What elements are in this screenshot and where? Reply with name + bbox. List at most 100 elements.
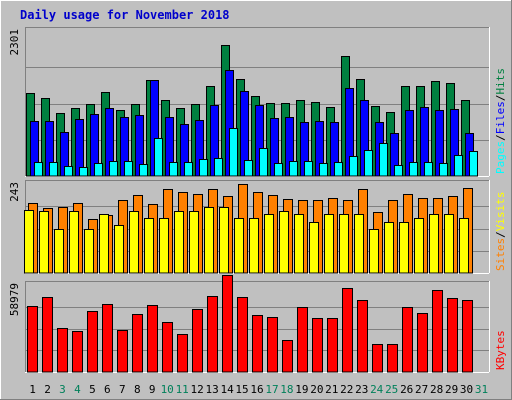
bar-visits-sites-day-4 [69, 211, 79, 274]
x-tick-label: 15 [235, 383, 248, 396]
bar-visits-sites-day-30 [459, 218, 469, 274]
bar-kbytes-kbytes-day-30 [462, 300, 473, 373]
x-tick-label: 26 [400, 383, 413, 396]
x-tick-label: 24 [370, 383, 384, 396]
legend-entry: Pages [494, 141, 507, 174]
bar-visits-sites-day-27 [414, 218, 424, 274]
bar-kbytes-kbytes-day-22 [342, 288, 353, 373]
bar-visits-sites-day-25 [384, 222, 394, 274]
x-tick-label: 8 [134, 383, 141, 396]
bar-hits-pages-day-15 [244, 160, 253, 177]
x-tick-label: 7 [119, 383, 126, 396]
bar-kbytes-kbytes-day-10 [162, 322, 173, 373]
panel-hits-max-label: 2301 [8, 29, 21, 56]
legend-entry: Hits [494, 68, 507, 95]
bar-hits-pages-day-24 [379, 143, 388, 177]
bar-hits-pages-day-23 [364, 150, 373, 177]
bar-visits-sites-day-26 [399, 222, 409, 274]
bar-hits-pages-day-10 [169, 162, 178, 177]
x-tick-label: 9 [149, 383, 156, 396]
x-tick-label: 19 [295, 383, 308, 396]
bar-hits-pages-day-18 [289, 161, 298, 177]
x-tick-label: 12 [190, 383, 203, 396]
x-tick-label: 10 [161, 383, 174, 396]
bar-hits-pages-day-6 [109, 161, 118, 177]
x-tick-label: 17 [265, 383, 278, 396]
bar-kbytes-kbytes-day-2 [42, 297, 53, 373]
bar-visits-sites-day-2 [39, 211, 49, 274]
bar-kbytes-kbytes-day-21 [327, 318, 338, 373]
bar-hits-pages-day-28 [439, 163, 448, 177]
panel-kbytes-legend: KBytes [494, 330, 507, 370]
x-tick-label: 21 [325, 383, 338, 396]
bar-kbytes-kbytes-day-26 [402, 307, 413, 373]
legend-entry: / [494, 231, 507, 238]
x-tick-label: 30 [460, 383, 473, 396]
x-axis-labels: 1 2 3 4 5 6 7 8 9 10 11 12 13 14 15 16 17 18 19 20 21 22 23 24 2… [29, 383, 488, 396]
x-tick-label: 3 [59, 383, 66, 396]
legend-entry: Files [494, 101, 507, 134]
bar-hits-pages-day-12 [199, 159, 208, 177]
bar-hits-pages-day-27 [424, 162, 433, 177]
bar-kbytes-kbytes-day-16 [252, 315, 263, 373]
bar-visits-sites-day-17 [264, 214, 274, 274]
bar-hits-pages-day-16 [259, 148, 268, 177]
bar-kbytes-kbytes-day-3 [57, 328, 68, 373]
chart-panels: 2301Pages/Files/Hits243Sites/Visits58979… [8, 27, 507, 373]
bar-hits-pages-day-8 [139, 164, 148, 177]
bar-kbytes-kbytes-day-12 [192, 309, 203, 373]
bar-kbytes-kbytes-day-27 [417, 313, 428, 373]
bar-kbytes-kbytes-day-18 [282, 340, 293, 373]
x-tick-label: 11 [176, 383, 189, 396]
bar-visits-sites-day-15 [234, 218, 244, 274]
x-tick-label: 2 [44, 383, 51, 396]
bar-hits-pages-day-19 [304, 161, 313, 177]
bar-visits-sites-day-7 [114, 225, 124, 274]
bar-kbytes-kbytes-day-25 [387, 344, 398, 373]
x-tick-label: 5 [89, 383, 96, 396]
bar-hits-pages-day-20 [319, 163, 328, 177]
bar-visits-sites-day-24 [369, 229, 379, 274]
bar-kbytes-kbytes-day-17 [267, 317, 278, 373]
bar-kbytes-kbytes-day-24 [372, 344, 383, 373]
bar-hits-pages-day-4 [79, 167, 88, 177]
bar-hits-pages-day-9 [154, 138, 163, 177]
x-tick-label: 29 [445, 383, 458, 396]
bar-hits-pages-day-30 [469, 151, 478, 177]
legend-entry: Visits [494, 192, 507, 232]
bar-hits-pages-day-17 [274, 163, 283, 177]
bar-hits-pages-day-21 [334, 162, 343, 177]
bar-kbytes-kbytes-day-4 [72, 331, 83, 373]
bar-visits-sites-day-16 [249, 218, 259, 274]
bar-hits-pages-day-29 [454, 155, 463, 177]
bar-kbytes-kbytes-day-8 [132, 314, 143, 373]
x-tick-label: 16 [250, 383, 263, 396]
bar-hits-pages-day-11 [184, 162, 193, 177]
bar-visits-sites-day-1 [24, 210, 34, 274]
bar-hits-pages-day-22 [349, 156, 358, 177]
bar-visits-sites-day-5 [84, 229, 94, 274]
bar-hits-pages-day-5 [94, 163, 103, 177]
x-tick-label: 4 [74, 383, 81, 396]
legend-entry: / [494, 134, 507, 141]
bar-kbytes-kbytes-day-29 [447, 298, 458, 373]
bar-kbytes-kbytes-day-11 [177, 334, 188, 373]
bar-visits-sites-day-9 [144, 218, 154, 274]
bar-kbytes-kbytes-day-19 [297, 307, 308, 373]
bar-visits-sites-day-29 [444, 214, 454, 274]
bar-kbytes-kbytes-day-13 [207, 296, 218, 373]
bar-hits-pages-day-2 [49, 162, 58, 177]
bar-kbytes-kbytes-day-28 [432, 290, 443, 373]
bar-visits-sites-day-21 [324, 214, 334, 274]
bar-visits-sites-day-14 [219, 207, 229, 274]
legend-entry: KBytes [494, 330, 507, 370]
bar-visits-sites-day-3 [54, 229, 64, 274]
legend-entry: / [494, 95, 507, 102]
bar-kbytes-kbytes-day-1 [27, 306, 38, 373]
x-tick-label: 18 [280, 383, 293, 396]
bar-hits-pages-day-14 [229, 128, 238, 177]
bar-kbytes-kbytes-day-14 [222, 275, 233, 373]
bar-visits-sites-day-12 [189, 211, 199, 274]
bar-kbytes-kbytes-day-20 [312, 318, 323, 373]
